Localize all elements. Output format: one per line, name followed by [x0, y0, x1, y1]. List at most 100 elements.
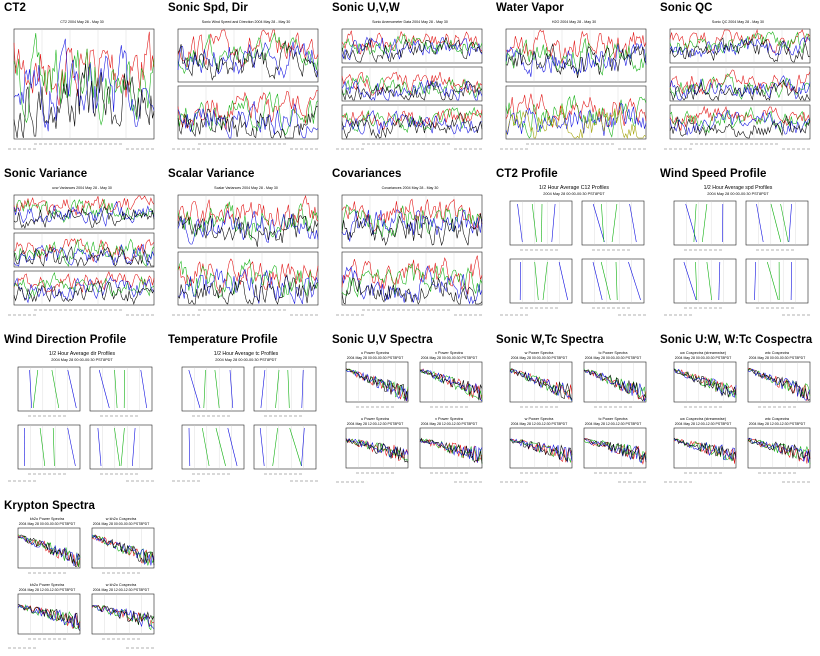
- spectra-panel-title: tc Power Spectra: [599, 351, 629, 355]
- plot-thumbnail[interactable]: CT2 2004 May 28 - May 30: [4, 17, 160, 152]
- data-series-line: [341, 213, 483, 247]
- gallery-item: Water Vapor H2O 2004 May 28 - May 30: [494, 2, 654, 154]
- spectra-panel-subtitle: 2004 May 28 00:00-00:30 PST8PDT: [421, 356, 478, 360]
- plot-title: Sonic Wind Speed and Direction 2004 May …: [202, 20, 291, 24]
- profile-line: [52, 427, 55, 467]
- data-series-line: [13, 31, 155, 106]
- gallery-item-title: Sonic U:W, W:Tc Cospectra: [660, 334, 813, 346]
- plot-thumbnail[interactable]: kh2o Power Spectra 2004 May 28 00:00-00:3…: [4, 515, 160, 650]
- profile-line: [517, 203, 523, 243]
- profile-line: [203, 369, 206, 409]
- data-series-line: [13, 271, 155, 293]
- spectra-panel-title: u Power Spectra: [361, 351, 390, 355]
- profile-line: [301, 369, 304, 409]
- profile-line: [600, 261, 611, 301]
- gallery-item: Sonic QC Sonic QC 2004 May 28 - May 30: [658, 2, 818, 154]
- data-series-line: [341, 37, 483, 63]
- spectra-panel-subtitle: 2004 May 28 12:00-12:30 PST8PDT: [675, 422, 732, 426]
- data-series-line: [13, 200, 155, 227]
- profile-panel: [181, 424, 245, 470]
- spectrum-line: [345, 438, 409, 459]
- spectra-panel-subtitle: 2004 May 28 12:00-12:30 PST8PDT: [93, 588, 150, 592]
- gallery-item: Sonic U,V Spectra u Power Spectra 2004 May…: [330, 334, 490, 486]
- data-series-line: [669, 79, 811, 101]
- profile-panel: [673, 258, 737, 304]
- plot-thumbnail[interactable]: Sonic Wind Speed and Direction 2004 May …: [168, 17, 324, 152]
- spectra-panel-subtitle: 2004 May 28 00:00-00:30 PST8PDT: [347, 356, 404, 360]
- gallery-item-title: Wind Direction Profile: [4, 334, 127, 346]
- plot-thumbnail[interactable]: Scalar Variances 2004 May 28 - May 30: [168, 183, 324, 318]
- spectra-panel-title: v Power Spectra: [435, 351, 464, 355]
- profile-line: [615, 261, 618, 301]
- data-series-line: [505, 104, 647, 140]
- plot-panel: [13, 28, 155, 140]
- spectrum-line: [17, 603, 81, 632]
- plot-heading: 1/2 Hour Average spd Profiles: [704, 185, 773, 191]
- data-series-line: [341, 80, 483, 101]
- plot-thumbnail[interactable]: uw Cospectra (streamwise)2004 May 28 00:…: [660, 349, 816, 484]
- spectrum-line: [17, 534, 81, 567]
- spectra-panel-subtitle: 2004 May 28 12:00-12:30 PST8PDT: [421, 422, 478, 426]
- data-series-line: [341, 71, 483, 96]
- profile-line: [132, 427, 136, 467]
- profile-line: [259, 427, 265, 467]
- plot-thumbnail[interactable]: uvw Variances 2004 May 28 - May 30: [4, 183, 160, 318]
- data-series-line: [669, 105, 811, 132]
- profile-panel: [253, 366, 317, 412]
- gallery-item: Krypton Spectra kh2o Power Spectra 2004 Ma…: [2, 500, 162, 652]
- profile-line: [123, 369, 125, 409]
- spectra-panel-subtitle: 2004 May 28 00:00-00:30 PST8PDT: [511, 356, 568, 360]
- profile-line: [114, 369, 118, 409]
- spectra-panel: [345, 361, 409, 403]
- plot-thumbnail[interactable]: Sonic QC 2004 May 28 - May 30: [660, 17, 816, 152]
- data-series-line: [341, 255, 483, 295]
- plot-heading: 1/2 Hour Average dir Profiles: [49, 351, 116, 357]
- spectra-panel: [583, 427, 647, 469]
- data-series-line: [177, 273, 319, 305]
- data-series-line: [341, 33, 483, 56]
- profile-line: [272, 427, 278, 467]
- plot-panel: [669, 28, 811, 64]
- plot-title: Sonic Anemometer Data 2004 May 28 - May …: [372, 20, 448, 24]
- spectra-panel-title: wtc Cospectra: [765, 417, 790, 421]
- plot-thumbnail[interactable]: Sonic Anemometer Data 2004 May 28 - May …: [332, 17, 488, 152]
- plot-panel: [669, 104, 811, 140]
- spectrum-line: [419, 368, 483, 401]
- plot-panel: [341, 251, 483, 306]
- spectrum-line: [583, 369, 647, 402]
- spectra-panel: [419, 361, 483, 403]
- gallery-item-title: Krypton Spectra: [4, 500, 95, 512]
- plot-thumbnail[interactable]: H2O 2004 May 28 - May 30: [496, 17, 652, 152]
- profile-line: [767, 261, 779, 301]
- spectrum-line: [419, 437, 483, 464]
- spectra-panel: [17, 593, 81, 635]
- profile-line: [693, 203, 697, 243]
- spectra-panel: [509, 361, 573, 403]
- data-series-line: [669, 37, 811, 63]
- spectrum-line: [747, 439, 811, 465]
- spectrum-line: [419, 369, 483, 402]
- profile-line: [788, 203, 792, 243]
- spectrum-line: [345, 438, 409, 463]
- spectra-panel-title: kh2o Power Spectra: [30, 583, 65, 587]
- spectra-panel: [673, 361, 737, 403]
- spectra-panel: [747, 427, 811, 469]
- spectra-panel: [583, 361, 647, 403]
- spectra-panel-subtitle: 2004 May 28 12:00-12:30 PST8PDT: [585, 422, 642, 426]
- spectra-panel-subtitle: 2004 May 28 00:00-00:30 PST8PDT: [19, 522, 76, 526]
- data-series-line: [505, 95, 647, 139]
- plot-title: Sonic QC 2004 May 28 - May 30: [712, 20, 764, 24]
- profile-line: [289, 427, 302, 467]
- profile-line: [97, 427, 102, 467]
- profile-line: [534, 261, 539, 301]
- plot-subheading: 2004 May 28 00:00-00:30 PST8PDT: [543, 192, 605, 196]
- plot-thumbnail[interactable]: Covariances 2004 May 28 - May 30: [332, 183, 488, 318]
- spectrum-line: [345, 368, 409, 402]
- spectra-panel-subtitle: 2004 May 28 00:00-00:30 PST8PDT: [585, 356, 642, 360]
